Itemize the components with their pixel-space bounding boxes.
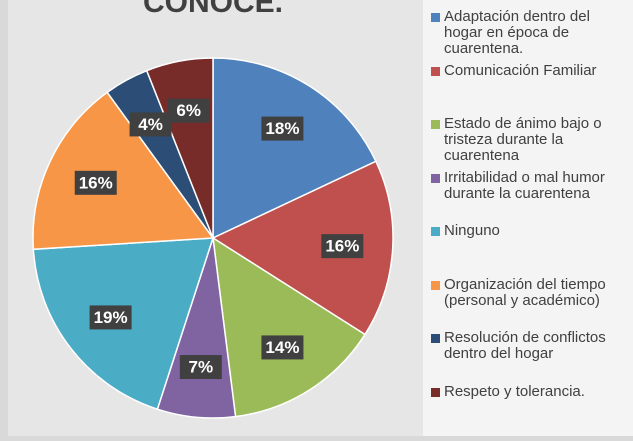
- data-label: 19%: [94, 308, 128, 327]
- label-box: [321, 234, 364, 259]
- legend-label: Respeto y tolerancia.: [444, 382, 585, 400]
- label-box: [261, 335, 304, 360]
- legend-swatch: [431, 13, 440, 22]
- label-box: [179, 355, 222, 380]
- data-label: 16%: [325, 237, 359, 256]
- data-label: 4%: [138, 115, 163, 134]
- data-label: 7%: [189, 358, 214, 377]
- legend-swatch: [431, 173, 440, 183]
- legend-label: Irritabilidad o mal humor durante la cua…: [444, 168, 605, 202]
- label-box: [261, 116, 304, 141]
- legend-swatch: [431, 120, 440, 129]
- legend-swatch: [431, 334, 440, 343]
- pie-slice: [212, 236, 367, 418]
- legend-label: Ninguno: [444, 222, 500, 239]
- legend-swatch: [431, 280, 440, 290]
- legend-label: Resolución de conflictos dentro del hoga…: [444, 329, 606, 362]
- data-label: 14%: [265, 338, 299, 357]
- label-box: [167, 98, 210, 123]
- legend-label: Estado de ánimo bajo o tristeza durante …: [444, 115, 602, 164]
- legend-label: Organización del tiempo (personal y acad…: [444, 275, 606, 309]
- legend-swatch: [431, 227, 440, 236]
- label-box: [89, 305, 132, 330]
- legend-label: Adaptación dentro del hogar en época de …: [444, 8, 590, 57]
- data-label: 18%: [265, 119, 299, 138]
- pie-slice: [211, 160, 394, 336]
- pie-slice: [32, 91, 215, 251]
- chart-title: conoce.: [143, 0, 283, 19]
- legend-swatch: [431, 66, 440, 76]
- data-label: 6%: [176, 101, 201, 120]
- legend: Adaptación dentro del hogar en época de …: [423, 0, 633, 436]
- label-box: [129, 112, 172, 137]
- data-label: 16%: [79, 173, 113, 192]
- pie-slice: [212, 57, 377, 240]
- label-box: [74, 170, 117, 195]
- legend-label: Comunicación Familiar: [444, 61, 597, 79]
- legend-swatch: [431, 387, 440, 397]
